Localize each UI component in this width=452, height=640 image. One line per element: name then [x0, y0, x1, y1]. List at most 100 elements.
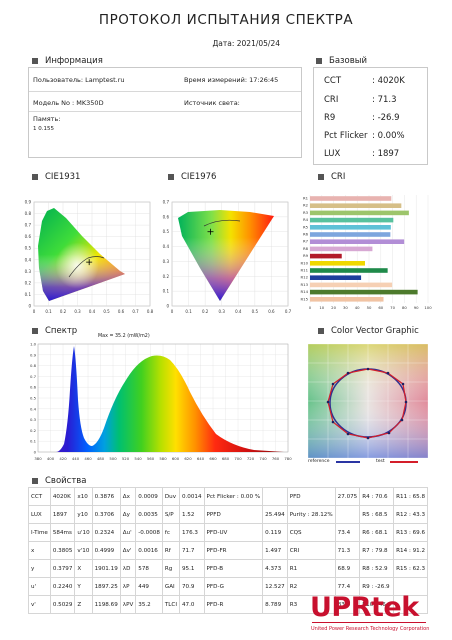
spectrum-x-tick-label: 480: [97, 456, 105, 461]
props-cell: 0.119: [262, 523, 288, 542]
props-cell: PPFD: [203, 505, 264, 524]
cvg-vector-point: [401, 382, 405, 386]
props-row: LUX 1897 y10 0.3706 Δy 0.0035 S/P 1.52 PPFD 25.49…: [28, 505, 429, 524]
spectrum-x-tick-label: 620: [184, 456, 192, 461]
basic-row-r9: R9: -26.9: [324, 113, 400, 123]
cie1976-y-tick-label: 0.2: [163, 274, 170, 279]
info-divider: [29, 111, 301, 112]
props-cell: 27.075: [334, 487, 361, 506]
cri-bar: [310, 196, 392, 201]
cri-x-tick-label: 0: [309, 305, 312, 310]
props-cell: u'10: [74, 523, 93, 542]
props-cell: R8 : 52.9: [359, 559, 395, 578]
cie1976-y-tick-label: 0.3: [163, 259, 170, 264]
spectrum-y-tick-label: 0.6: [30, 385, 37, 390]
spectrum-y-tick-label: 0.7: [30, 374, 37, 379]
props-cell: Purity : 28.12%: [286, 505, 336, 524]
spectrum-x-tick-label: 440: [72, 456, 80, 461]
spectrum-x-tick-label: 760: [272, 456, 280, 461]
cri-bar: [310, 246, 373, 252]
props-cell: Δx: [119, 487, 137, 506]
props-cell: x: [28, 541, 51, 560]
uprtek-logo: UPRtek: [310, 592, 419, 623]
props-cell: R15 : 62.3: [393, 559, 429, 578]
props-cell: Rf: [161, 541, 180, 560]
cie1931-x-tick-label: 0.3: [74, 309, 81, 314]
cri-bar-label: R14: [301, 289, 309, 294]
cie1931-x-tick-label: 0.6: [118, 309, 125, 314]
cie1976-y-tick-label: 0.5: [163, 229, 170, 234]
cie1931-x-ticks: 0 0.1 0.2 0.3 0.4 0.5 0.6 0.7 0.8: [33, 309, 154, 314]
props-cell: 0.3797: [49, 559, 76, 578]
cie1931-x-tick-label: 0.1: [45, 309, 52, 314]
cie1976-y-tick-label: 0.7: [163, 200, 170, 205]
cie1976-x-tick-label: 0.2: [202, 309, 209, 314]
props-cell: 4.373: [262, 559, 288, 578]
cie1931-x-tick-label: 0.8: [147, 309, 154, 314]
props-cell: Δy: [119, 505, 137, 524]
cri-bar-label: R8: [303, 246, 309, 251]
cvg-section-title: Color Vector Graphic: [318, 326, 419, 336]
cri-bar: [310, 210, 409, 216]
info-divider: [29, 91, 301, 92]
section-bullet-icon: [32, 58, 38, 64]
spectrum-y-tick-label: 0.4: [30, 406, 37, 411]
cie1931-y-tick-label: 0.5: [25, 246, 32, 251]
cie1931-title: CIE1931: [45, 172, 81, 182]
cri-x-tick-label: 20: [331, 305, 336, 310]
props-cell: 35.2: [135, 595, 163, 614]
props-cell: 0.3706: [91, 505, 121, 524]
spectrum-y-tick-label: 0.3: [30, 417, 37, 422]
cie1976-x-tick-label: 0.3: [219, 309, 226, 314]
spectrum-y-tick-label: 0.9: [30, 352, 37, 357]
props-row: v' 0.5029 Z 1198.69 λPV 35.2 TLCI 47.0 PFD-R 8.78…: [28, 595, 429, 614]
cie1931-x-tick-label: 0.4: [89, 309, 96, 314]
props-cell: λPV: [119, 595, 137, 614]
cie1931-y-tick-label: 0.8: [25, 211, 32, 216]
props-cell: R6 : 68.1: [359, 523, 395, 542]
cie1931-measurement-point: [86, 259, 93, 266]
cie1931-x-tick-label: 0.2: [60, 309, 67, 314]
cie1931-x-tick-label: 0: [33, 309, 36, 314]
info-source: Источник света:: [184, 99, 240, 107]
section-bullet-icon: [316, 58, 322, 64]
props-cell: PFD: [286, 487, 336, 506]
props-cell: 0.2240: [49, 577, 76, 596]
cie1931-planckian-locus: [68, 256, 105, 278]
cri-x-tick-label: 60: [378, 305, 383, 310]
logo-subtitle: United Power Research Technology Corpora…: [311, 626, 430, 632]
props-cell: 71.3: [334, 541, 361, 560]
cie1976-y-tick-label: 0.1: [163, 289, 170, 294]
cie1931-y-tick-label: 0.7: [25, 223, 32, 228]
spectrum-x-tick-label: 520: [122, 456, 130, 461]
props-cell: 4020K: [49, 487, 76, 506]
props-cell: 0.0016: [135, 541, 163, 560]
props-cell: R5 : 68.5: [359, 505, 395, 524]
info-note-label: Память:: [33, 115, 61, 123]
cri-bar: [310, 261, 365, 266]
props-cell: u': [28, 577, 51, 596]
props-cell: λP: [119, 577, 137, 596]
cri-x-tick-label: 40: [355, 305, 360, 310]
props-cell: PFD-B: [203, 559, 264, 578]
props-row: CCT 4020K x10 0.3876 Δx 0.0009 Duv 0.0014 Pct Fl…: [28, 487, 429, 506]
spectrum-max-label: Max = 35.2 (mW/m2): [98, 334, 150, 339]
props-cell: 1198.69: [91, 595, 121, 614]
props-cell: PFD-FR: [203, 541, 264, 560]
props-cell: [393, 595, 429, 614]
props-cell: 1897.25: [91, 577, 121, 596]
props-cell: 0.3876: [91, 487, 121, 506]
spectrum-x-tick-label: 640: [197, 456, 205, 461]
props-cell: R12 : 43.3: [393, 505, 429, 524]
props-cell: GAI: [161, 577, 180, 596]
cri-x-tick-label: 10: [319, 305, 324, 310]
report-date: Дата: 2021/05/24: [212, 39, 280, 48]
cie1931-section-title: CIE1931: [32, 172, 80, 182]
basic-title: Базовый: [329, 56, 368, 66]
props-cell: 70.9: [178, 577, 205, 596]
cri-x-tick-label: 30: [343, 305, 348, 310]
props-title: Свойства: [45, 476, 87, 486]
cie1931-y-tick-label: 0: [28, 304, 31, 309]
props-cell: Rg: [161, 559, 180, 578]
cie1931-diagram: 0 0.1 0.2 0.3 0.4 0.5 0.6 0.7 0.8 00.10.20.30.40…: [25, 200, 154, 315]
